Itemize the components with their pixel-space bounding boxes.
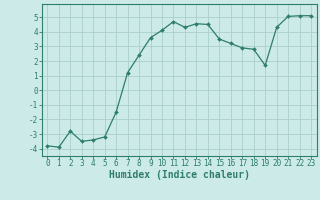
X-axis label: Humidex (Indice chaleur): Humidex (Indice chaleur) <box>109 170 250 180</box>
